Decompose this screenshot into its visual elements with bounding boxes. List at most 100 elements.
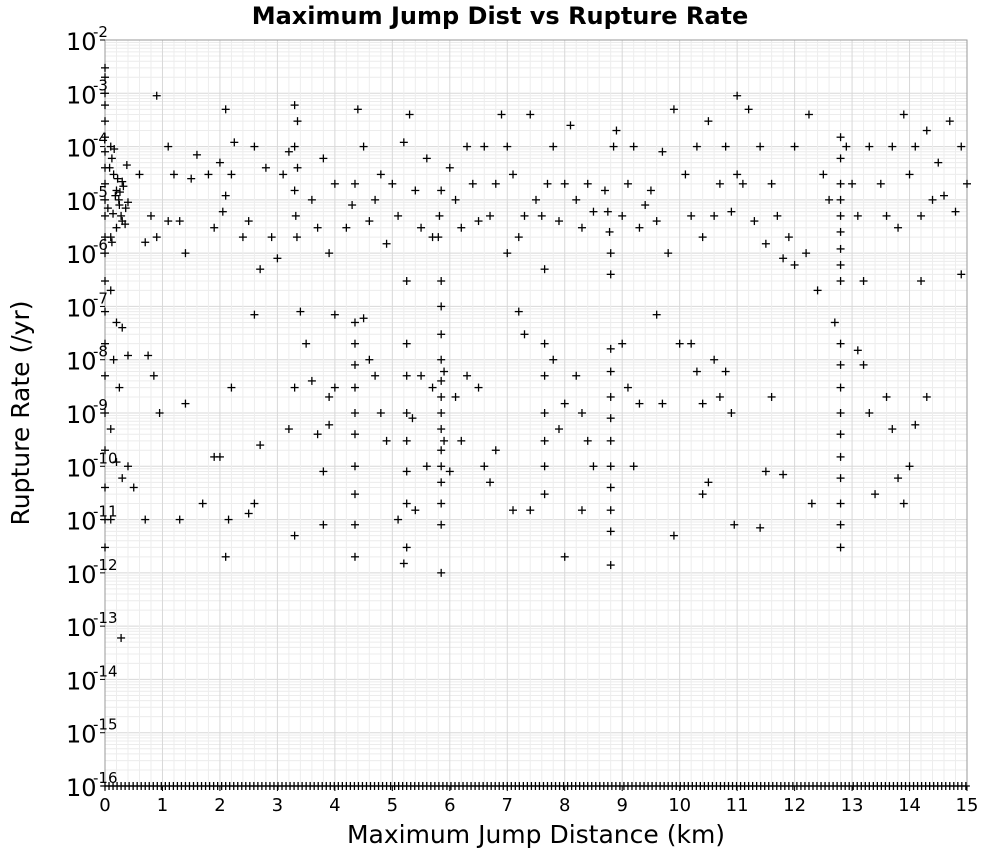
data-point xyxy=(122,161,131,170)
data-point xyxy=(756,142,765,151)
data-point xyxy=(399,559,408,568)
data-point xyxy=(664,249,673,258)
data-point xyxy=(572,371,581,380)
data-point xyxy=(917,211,926,220)
data-point xyxy=(727,409,736,417)
data-point xyxy=(606,483,615,492)
y-tick-exponent: -13 xyxy=(93,609,118,627)
y-tick-label: 10-11 xyxy=(66,503,118,536)
data-point xyxy=(894,474,903,483)
y-tick-base: 10 xyxy=(66,454,97,482)
data-point xyxy=(463,371,472,380)
data-point xyxy=(114,195,123,204)
data-point xyxy=(267,233,276,242)
y-tick-base: 10 xyxy=(66,28,97,56)
data-point xyxy=(804,110,813,119)
data-point xyxy=(560,179,569,188)
data-point xyxy=(291,211,300,220)
y-tick-label: 10-15 xyxy=(66,716,118,749)
data-point xyxy=(192,150,201,159)
y-tick-base: 10 xyxy=(66,188,97,216)
chart-title: Maximum Jump Dist vs Rupture Rate xyxy=(251,2,749,30)
data-point xyxy=(350,409,359,417)
data-point xyxy=(836,383,845,392)
data-point xyxy=(292,233,301,242)
data-point xyxy=(187,174,196,183)
data-point xyxy=(761,467,770,476)
y-tick-exponent: -12 xyxy=(93,556,118,574)
data-point xyxy=(865,142,874,151)
data-point xyxy=(540,339,549,348)
x-tick-label: 4 xyxy=(329,795,340,816)
data-point xyxy=(744,105,753,114)
data-point xyxy=(135,170,144,179)
data-point xyxy=(417,371,426,380)
data-point xyxy=(813,286,822,295)
data-point xyxy=(641,201,650,210)
data-point xyxy=(848,179,857,188)
data-point xyxy=(359,314,368,323)
data-point xyxy=(445,467,454,476)
data-point xyxy=(836,452,845,461)
y-tick-label: 10-14 xyxy=(66,662,118,695)
data-point xyxy=(402,409,411,417)
data-point xyxy=(658,399,667,408)
data-point xyxy=(382,436,391,445)
data-point xyxy=(836,277,845,286)
data-point xyxy=(514,307,523,316)
data-point xyxy=(646,186,655,195)
data-point xyxy=(115,188,124,197)
data-point xyxy=(350,490,359,499)
data-point xyxy=(350,552,359,561)
data-point xyxy=(961,782,970,790)
data-point xyxy=(635,399,644,408)
data-point xyxy=(888,425,897,434)
data-point xyxy=(606,506,615,515)
data-point xyxy=(307,195,316,204)
data-point xyxy=(284,147,293,156)
y-tick-base: 10 xyxy=(66,508,97,536)
data-point xyxy=(353,105,362,114)
x-tick-label: 15 xyxy=(956,795,979,816)
data-point xyxy=(543,179,552,188)
data-point xyxy=(175,515,184,524)
data-point xyxy=(350,430,359,439)
data-point xyxy=(951,207,960,216)
data-point xyxy=(779,470,788,479)
data-point xyxy=(836,154,845,163)
y-tick-base: 10 xyxy=(66,561,97,589)
data-point xyxy=(437,425,446,434)
data-point xyxy=(422,154,431,163)
data-point xyxy=(215,158,224,167)
data-point xyxy=(435,211,444,220)
data-point xyxy=(101,73,109,82)
data-point xyxy=(836,409,845,417)
y-tick-base: 10 xyxy=(66,241,97,269)
data-point xyxy=(221,191,230,200)
data-point xyxy=(836,244,845,253)
data-point xyxy=(437,478,446,487)
data-point xyxy=(402,499,411,508)
data-point xyxy=(290,142,299,151)
data-point xyxy=(497,110,506,119)
data-point xyxy=(572,195,581,204)
data-point xyxy=(118,323,127,332)
data-point xyxy=(350,318,359,327)
data-point xyxy=(350,462,359,471)
data-point xyxy=(218,207,227,216)
data-point xyxy=(865,409,874,417)
data-point xyxy=(859,277,868,286)
y-tick-label: 10-7 xyxy=(66,289,108,322)
data-point xyxy=(859,360,868,369)
y-tick-exponent: -8 xyxy=(93,343,108,361)
data-point xyxy=(474,217,483,226)
data-point xyxy=(402,339,411,348)
data-point xyxy=(733,170,742,179)
data-point xyxy=(825,195,834,204)
data-point xyxy=(836,499,845,508)
data-point xyxy=(437,520,446,529)
data-point xyxy=(112,458,121,467)
data-point xyxy=(210,452,219,461)
data-point xyxy=(704,478,713,487)
data-point xyxy=(468,179,477,188)
